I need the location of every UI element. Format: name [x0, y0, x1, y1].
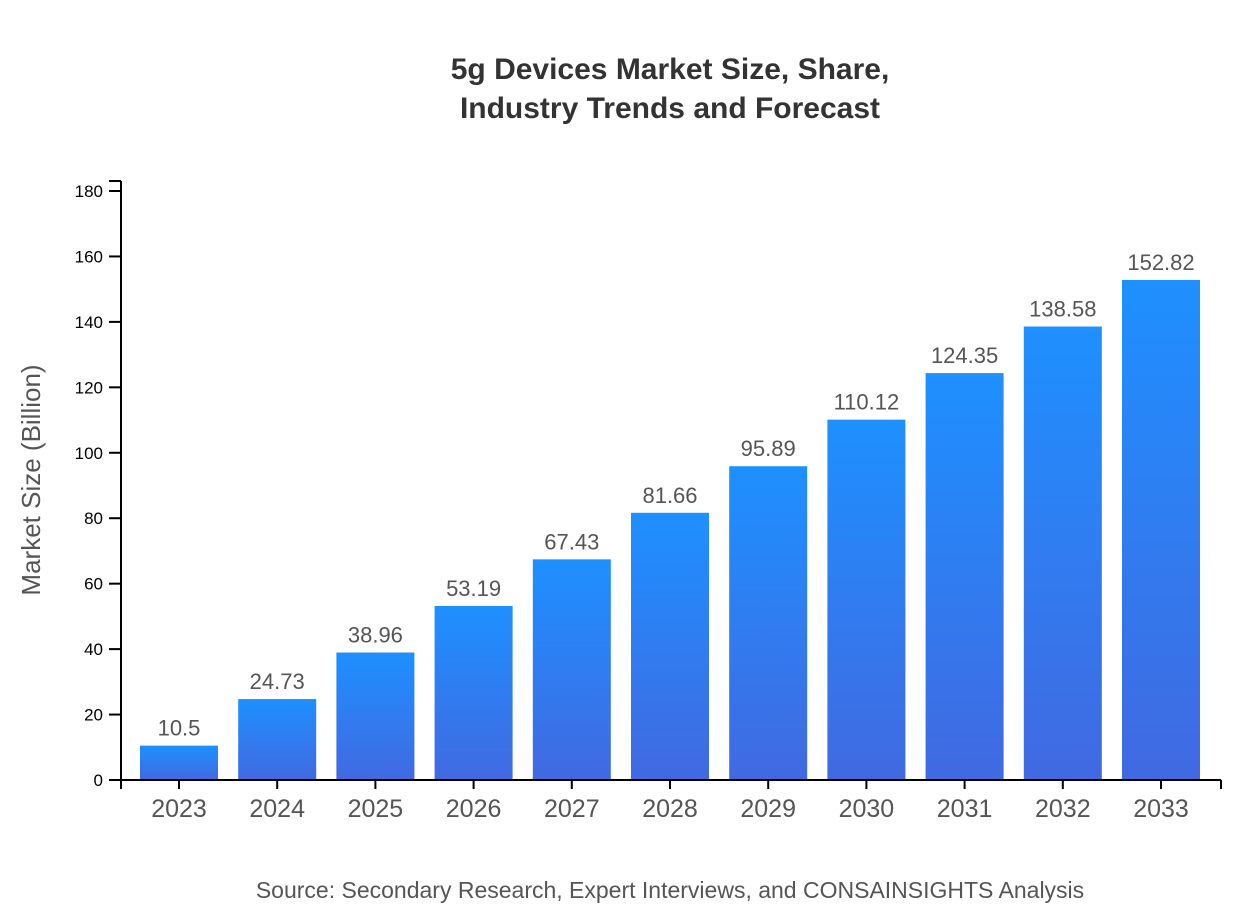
data-label-2033: 152.82: [1127, 250, 1194, 275]
data-label-2024: 24.73: [250, 669, 305, 694]
y-tick-label-80: 80: [84, 509, 103, 528]
y-tick-label-120: 120: [75, 378, 103, 397]
bar-2027: [532, 559, 611, 780]
x-tick-label-2025: 2025: [348, 795, 404, 823]
bar-2024: [238, 699, 317, 780]
bar-2031: [925, 373, 1004, 780]
x-tick-label-2030: 2030: [839, 795, 895, 823]
y-tick-label-0: 0: [94, 771, 103, 790]
data-label-2032: 138.58: [1029, 297, 1096, 322]
y-tick-label-180: 180: [75, 182, 103, 201]
y-tick-label-100: 100: [75, 444, 103, 463]
x-tick-label-2029: 2029: [740, 795, 796, 823]
y-axis-label: Market Size (Billion): [16, 364, 46, 595]
x-tick-label-2028: 2028: [642, 795, 698, 823]
data-label-2027: 67.43: [544, 529, 599, 554]
bar-2028: [631, 512, 709, 780]
data-label-2026: 53.19: [446, 576, 501, 601]
x-tick-label-2023: 2023: [151, 795, 207, 823]
data-label-2030: 110.12: [834, 390, 900, 415]
bar-2025: [336, 652, 415, 780]
x-tick-label-2033: 2033: [1133, 795, 1189, 823]
bar-2023: [140, 745, 218, 780]
y-tick-label-140: 140: [75, 313, 103, 332]
bar-2026: [434, 605, 513, 780]
data-label-2029: 95.89: [741, 436, 796, 461]
x-tick-label-2031: 2031: [937, 795, 993, 823]
bar-2032: [1023, 326, 1102, 780]
y-tick-label-160: 160: [75, 247, 103, 266]
x-tick-label-2027: 2027: [544, 795, 600, 823]
bar-2033: [1122, 279, 1200, 780]
x-tick-label-2032: 2032: [1035, 795, 1091, 823]
source-note: Source: Secondary Research, Expert Inter…: [255, 877, 1085, 903]
bar-2029: [729, 466, 808, 780]
chart-title-line-2: Industry Trends and Forecast: [459, 92, 881, 125]
data-label-2025: 38.96: [348, 623, 403, 648]
x-tick-label-2026: 2026: [446, 795, 502, 823]
x-tick-label-2024: 2024: [249, 795, 305, 823]
data-label-2031: 124.35: [931, 343, 998, 368]
data-label-2028: 81.66: [642, 483, 697, 508]
chart-title-line-1: 5g Devices Market Size, Share,: [450, 53, 890, 86]
data-label-2023: 10.5: [158, 716, 201, 741]
chart-title: 5g Devices Market Size, Share, Industry …: [0, 50, 1260, 128]
y-tick-label-60: 60: [84, 575, 103, 594]
y-tick-label-40: 40: [84, 640, 103, 659]
y-tick-label-20: 20: [84, 706, 103, 725]
bar-2030: [827, 419, 906, 780]
